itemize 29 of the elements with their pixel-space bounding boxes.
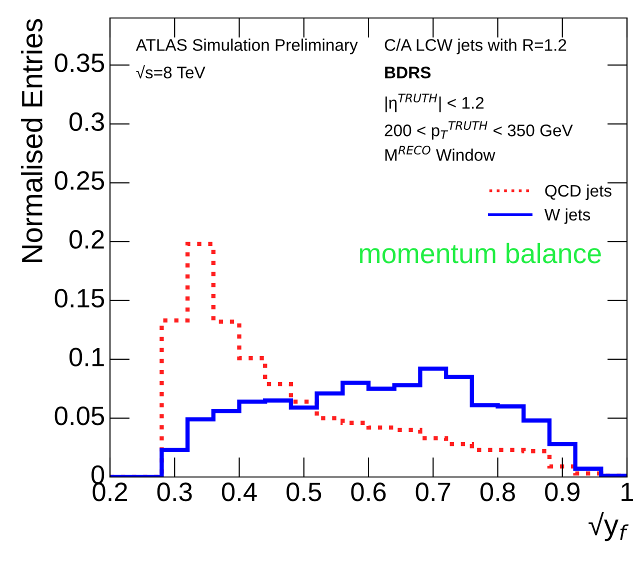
annotation: ATLAS Simulation Preliminary (136, 38, 358, 54)
annotation: C/A LCW jets with R=1.2 (384, 38, 566, 54)
y-tick-label: 0.25 (54, 171, 104, 190)
x-tick-label: 0.2 (92, 482, 128, 502)
x-tick-label: 0.3 (157, 482, 192, 502)
annotation: BDRS (385, 66, 431, 78)
annotation: 200 < p$_{T}$$^{TRUTH}$ < 350 GeV (384, 121, 573, 140)
y-tick-label: 0.1 (69, 348, 104, 366)
y-tick-label: 0.35 (54, 53, 104, 72)
x-tick-label: 0.4 (222, 482, 257, 502)
x-tick-label: 0.8 (480, 482, 515, 502)
y-tick-label: 0.2 (69, 230, 104, 249)
legend-label: QCD jets (545, 184, 612, 200)
y-tick-label: 0.15 (54, 288, 104, 308)
x-axis-title: √y$_{f}$ (588, 512, 629, 542)
x-tick-label: 1 (622, 482, 634, 501)
x-tick-label: 0.6 (351, 482, 386, 502)
x-tick-label: 0.9 (545, 482, 580, 502)
annotation: M$^{RECO}$ Window (385, 146, 496, 161)
annotation: |η$^{TRUTH}$| < 1.2 (386, 94, 484, 112)
annotation: √s=8 TeV (136, 65, 206, 78)
annotation: momentum balance (360, 242, 601, 264)
y-tick-label: 0 (91, 465, 104, 484)
legend-label: W jets (544, 208, 590, 224)
y-tick-label: 0.05 (54, 406, 104, 426)
y-axis-title: Normalised Entries (21, 19, 42, 262)
x-tick-label: 0.7 (416, 482, 450, 502)
y-tick-label: 0.3 (69, 112, 104, 132)
x-tick-label: 0.5 (286, 482, 322, 502)
